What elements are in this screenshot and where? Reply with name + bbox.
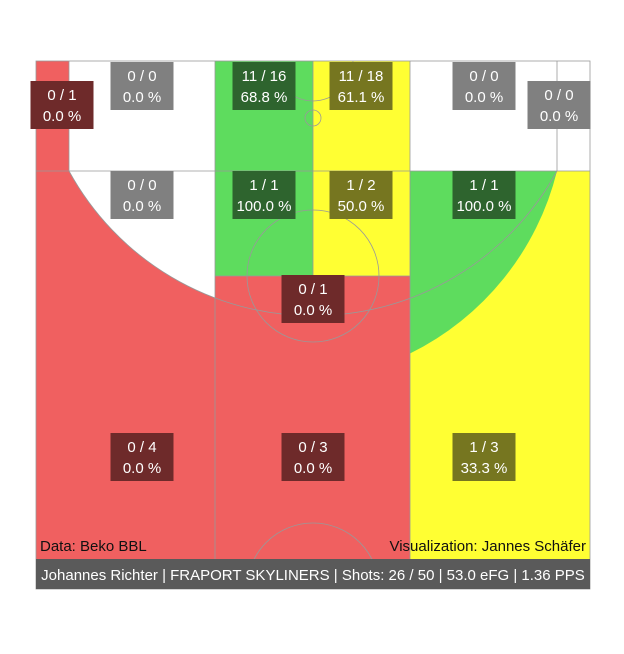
zone-label-three-center: 0 / 3 0.0 % — [281, 433, 345, 481]
zone-label-box — [30, 81, 94, 129]
zone-percentage-label: 33.3 % — [461, 460, 508, 477]
zone-label-box — [329, 171, 393, 219]
zone-label-paint-left: 11 / 16 68.8 % — [232, 62, 296, 110]
zone-attempts-label: 0 / 4 — [127, 439, 156, 456]
zone-label-box — [110, 433, 174, 481]
zone-attempts-label: 0 / 0 — [127, 68, 156, 85]
zone-percentage-label: 50.0 % — [338, 198, 385, 215]
zone-labels: 0 / 1 0.0 % 0 / 0 0.0 % 11 / 16 68.8 % 11 / 18… — [30, 62, 591, 481]
zone-label-corner-left: 0 / 1 0.0 % — [30, 81, 94, 129]
zone-attempts-label: 0 / 0 — [469, 68, 498, 85]
chart-title: Johannes Richter | FRAPORT SKYLINERS | S… — [41, 567, 585, 584]
zone-label-three-right: 1 / 3 33.3 % — [452, 433, 516, 481]
zone-label-box — [281, 433, 345, 481]
zone-label-box — [110, 171, 174, 219]
court-lines — [35, 60, 591, 590]
zone-label-top-key: 0 / 1 0.0 % — [281, 275, 345, 323]
zone-label-box — [452, 433, 516, 481]
zone-attempts-label: 1 / 3 — [469, 439, 498, 456]
zone-label-short-left-base: 0 / 0 0.0 % — [110, 62, 174, 110]
zone-percentage-label: 0.0 % — [465, 89, 503, 106]
zone-mid-right — [410, 171, 557, 354]
zone-percentage-label: 0.0 % — [43, 108, 81, 125]
zone-percentage-label: 100.0 % — [456, 198, 511, 215]
zone-attempts-label: 0 / 3 — [298, 439, 327, 456]
zone-label-box — [232, 171, 296, 219]
zone-attempts-label: 0 / 0 — [544, 87, 573, 104]
zone-label-box — [329, 62, 393, 110]
zone-label-corner-right: 0 / 0 0.0 % — [527, 81, 591, 129]
zone-attempts-label: 1 / 1 — [249, 177, 278, 194]
zone-label-box — [281, 275, 345, 323]
zone-label-three-left: 0 / 4 0.0 % — [110, 433, 174, 481]
zone-percentage-label: 0.0 % — [123, 198, 161, 215]
zone-label-box — [527, 81, 591, 129]
zone-label-box — [452, 171, 516, 219]
zone-label-paint-right: 11 / 18 61.1 % — [329, 62, 393, 110]
zone-percentage-label: 0.0 % — [294, 460, 332, 477]
hoop — [304, 109, 322, 127]
zone-percentage-label: 0.0 % — [123, 89, 161, 106]
zone-attempts-label: 1 / 1 — [469, 177, 498, 194]
zone-attempts-label: 0 / 1 — [47, 87, 76, 104]
zone-attempts-label: 11 / 16 — [242, 68, 287, 85]
credit-note: Visualization: Jannes Schäfer — [389, 538, 586, 555]
source-note: Data: Beko BBL — [40, 538, 147, 555]
zone-label-mid-right: 1 / 1 100.0 % — [452, 171, 516, 219]
zone-label-box — [232, 62, 296, 110]
zone-percentage-label: 100.0 % — [236, 198, 291, 215]
zone-percentage-label: 0.0 % — [123, 460, 161, 477]
zone-label-short-right-base: 0 / 0 0.0 % — [452, 62, 516, 110]
zone-percentage-label: 0.0 % — [540, 108, 578, 125]
zone-attempts-label: 0 / 1 — [298, 281, 327, 298]
zone-label-lane-left: 1 / 1 100.0 % — [232, 171, 296, 219]
zone-percentage-label: 0.0 % — [294, 302, 332, 319]
zone-percentage-label: 61.1 % — [338, 89, 385, 106]
zone-label-mid-left: 0 / 0 0.0 % — [110, 171, 174, 219]
zone-label-box — [110, 62, 174, 110]
zone-attempts-label: 0 / 0 — [127, 177, 156, 194]
zone-percentage-label: 68.8 % — [241, 89, 288, 106]
zone-attempts-label: 11 / 18 — [339, 68, 384, 85]
zone-attempts-label: 1 / 2 — [346, 177, 375, 194]
zone-label-lane-right: 1 / 2 50.0 % — [329, 171, 393, 219]
free-throw-circle — [246, 209, 380, 343]
zone-label-box — [452, 62, 516, 110]
zone-top-key — [215, 276, 410, 372]
title-bar — [36, 559, 590, 589]
